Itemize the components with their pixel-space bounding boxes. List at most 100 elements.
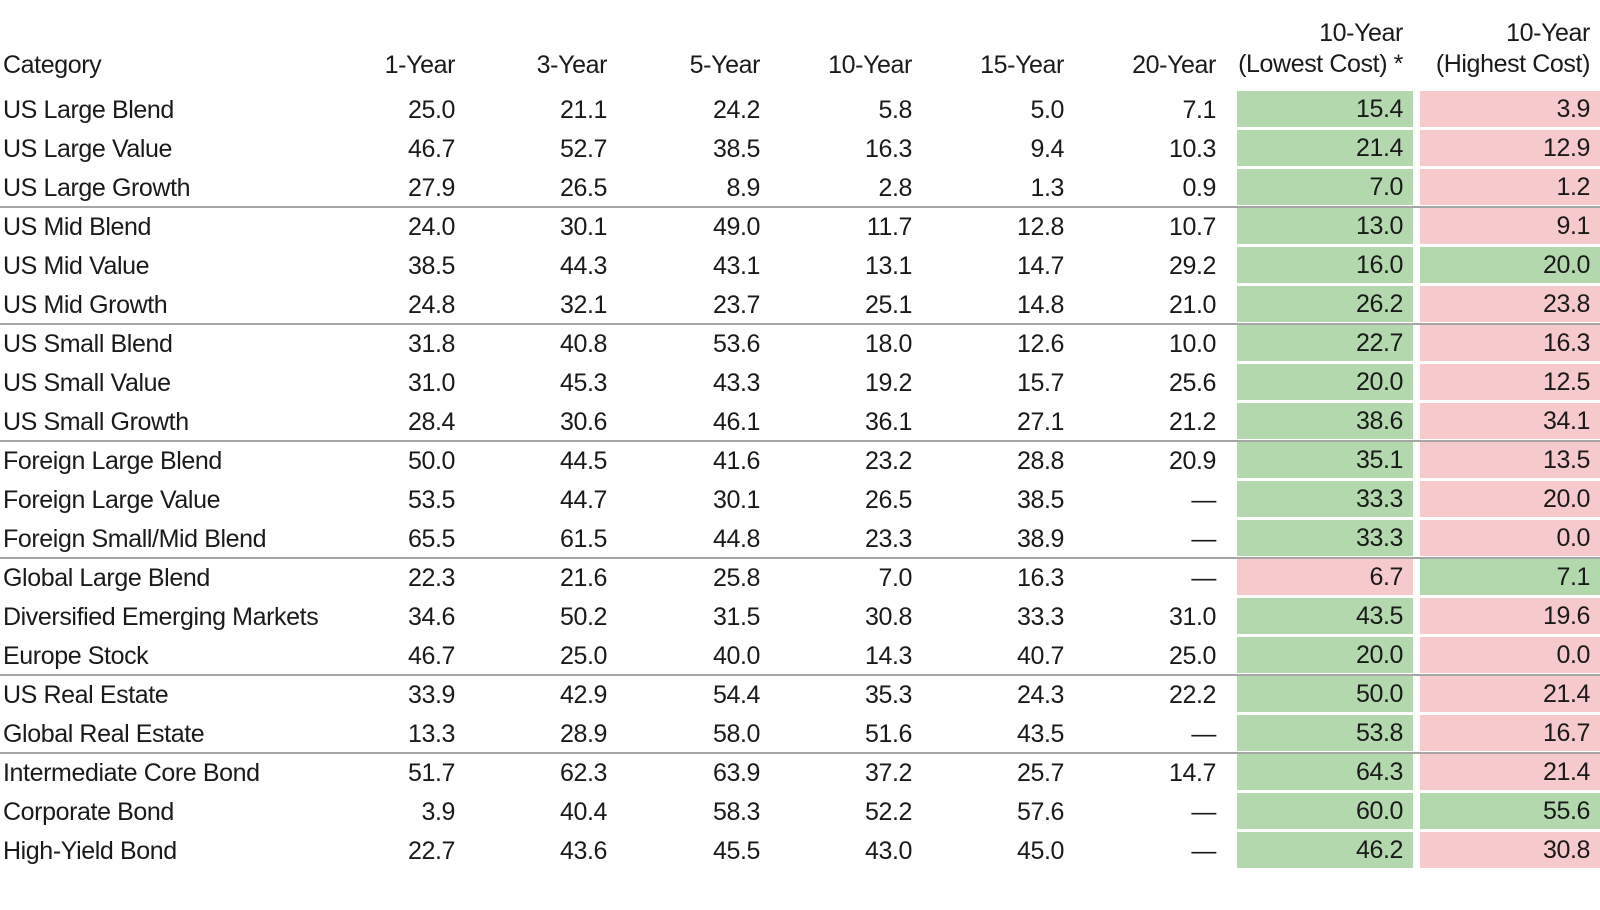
value-cell: 18.0	[864, 330, 912, 358]
lowest-cost-cell: 64.3	[1237, 754, 1413, 790]
category-cell: US Small Value	[3, 369, 171, 397]
value-cell: 38.5	[712, 135, 760, 163]
value-cell: 44.5	[559, 447, 607, 475]
table-row: Global Large Blend 22.3 21.6 25.8 7.0 16…	[0, 559, 1600, 598]
value-cell: 5.0	[1030, 96, 1064, 124]
column-gap	[1413, 442, 1420, 481]
value-cell: 20.9	[1168, 447, 1216, 475]
value-cell: 24.2	[712, 96, 760, 124]
category-cell: US Large Value	[3, 135, 173, 163]
table-row: Foreign Large Blend 50.0 44.5 41.6 23.2 …	[0, 442, 1600, 481]
value-cell: 14.3	[864, 642, 912, 670]
value-cell: 40.7	[1016, 642, 1064, 670]
highest-cost-cell: 21.4	[1420, 676, 1600, 712]
column-gap	[1413, 832, 1420, 871]
category-cell: US Small Growth	[3, 408, 189, 436]
category-cell: US Real Estate	[3, 681, 169, 709]
value-cell: —	[1191, 720, 1216, 748]
column-gap	[1216, 442, 1237, 481]
category-cell: Intermediate Core Bond	[3, 759, 260, 787]
value-cell: 33.3	[1016, 603, 1064, 631]
highest-cost-cell: 19.6	[1420, 598, 1600, 634]
column-gap	[1216, 754, 1237, 793]
column-header-line: 10-Year	[1319, 19, 1403, 47]
table-row: Corporate Bond 3.9 40.4 58.3 52.2 57.6 —…	[0, 793, 1600, 832]
column-header-20-year: 20-Year	[1132, 51, 1216, 79]
column-gap	[1413, 364, 1420, 403]
column-gap	[1413, 754, 1420, 793]
value-cell: 21.1	[559, 96, 607, 124]
column-gap	[1413, 247, 1420, 286]
value-cell: 15.7	[1016, 369, 1064, 397]
value-cell: 43.5	[1016, 720, 1064, 748]
value-cell: 27.9	[407, 174, 455, 202]
table-row: Foreign Large Value 53.5 44.7 30.1 26.5 …	[0, 481, 1600, 520]
value-cell: 14.7	[1016, 252, 1064, 280]
value-cell: 45.3	[559, 369, 607, 397]
value-cell: 16.3	[864, 135, 912, 163]
lowest-cost-cell: 35.1	[1237, 442, 1413, 478]
category-cell: Global Large Blend	[3, 564, 210, 592]
highest-cost-cell: 23.8	[1420, 286, 1600, 322]
category-cell: Foreign Large Value	[3, 486, 221, 514]
column-header-10-year-highest-cost: 10-Year (Highest Cost)	[1420, 18, 1600, 91]
table-row: Intermediate Core Bond 51.7 62.3 63.9 37…	[0, 754, 1600, 793]
value-cell: 43.1	[712, 252, 760, 280]
value-cell: 38.5	[407, 252, 455, 280]
value-cell: 31.8	[407, 330, 455, 358]
value-cell: 44.7	[559, 486, 607, 514]
value-cell: 25.7	[1016, 759, 1064, 787]
highest-cost-cell: 20.0	[1420, 481, 1600, 517]
column-gap	[1413, 598, 1420, 637]
value-cell: 21.0	[1168, 291, 1216, 319]
column-gap	[1216, 325, 1237, 364]
value-cell: 25.0	[1168, 642, 1216, 670]
table-row: Foreign Small/Mid Blend 65.5 61.5 44.8 2…	[0, 520, 1600, 559]
value-cell: 65.5	[407, 525, 455, 553]
value-cell: 28.8	[1016, 447, 1064, 475]
lowest-cost-cell: 20.0	[1237, 364, 1413, 400]
column-gap	[1413, 169, 1420, 208]
value-cell: 36.1	[864, 408, 912, 436]
lowest-cost-cell: 60.0	[1237, 793, 1413, 829]
table-row: Global Real Estate 13.3 28.9 58.0 51.6 4…	[0, 715, 1600, 754]
column-gap	[1216, 676, 1237, 715]
table-row: US Mid Growth 24.8 32.1 23.7 25.1 14.8 2…	[0, 286, 1600, 325]
value-cell: 43.3	[712, 369, 760, 397]
table-row: US Mid Blend 24.0 30.1 49.0 11.7 12.8 10…	[0, 208, 1600, 247]
value-cell: 24.3	[1016, 681, 1064, 709]
highest-cost-cell: 1.2	[1420, 169, 1600, 205]
value-cell: —	[1191, 486, 1216, 514]
category-cell: US Small Blend	[3, 330, 173, 358]
value-cell: 23.2	[864, 447, 912, 475]
value-cell: 22.2	[1168, 681, 1216, 709]
column-gap	[1216, 559, 1237, 598]
column-gap	[1216, 793, 1237, 832]
value-cell: 30.8	[864, 603, 912, 631]
lowest-cost-cell: 22.7	[1237, 325, 1413, 361]
column-header-1-year: 1-Year	[384, 51, 456, 79]
column-gap	[1413, 520, 1420, 559]
value-cell: 40.0	[712, 642, 760, 670]
value-cell: 5.8	[878, 96, 912, 124]
highest-cost-cell: 0.0	[1420, 637, 1600, 673]
column-gap	[1216, 364, 1237, 403]
column-header-line: 10-Year	[1506, 19, 1590, 47]
value-cell: 52.7	[559, 135, 607, 163]
column-gap	[1413, 559, 1420, 598]
value-cell: 53.6	[712, 330, 760, 358]
highest-cost-cell: 55.6	[1420, 793, 1600, 829]
value-cell: 28.9	[559, 720, 607, 748]
table-row: Diversified Emerging Markets 34.6 50.2 3…	[0, 598, 1600, 637]
column-gap	[1413, 715, 1420, 754]
column-gap	[1216, 598, 1237, 637]
lowest-cost-cell: 20.0	[1237, 637, 1413, 673]
table-row: US Small Value 31.0 45.3 43.3 19.2 15.7 …	[0, 364, 1600, 403]
value-cell: —	[1191, 798, 1216, 826]
value-cell: 25.6	[1168, 369, 1216, 397]
lowest-cost-cell: 26.2	[1237, 286, 1413, 322]
lowest-cost-cell: 13.0	[1237, 208, 1413, 244]
lowest-cost-cell: 33.3	[1237, 520, 1413, 556]
table-row: US Real Estate 33.9 42.9 54.4 35.3 24.3 …	[0, 676, 1600, 715]
category-cell: Diversified Emerging Markets	[3, 603, 319, 631]
